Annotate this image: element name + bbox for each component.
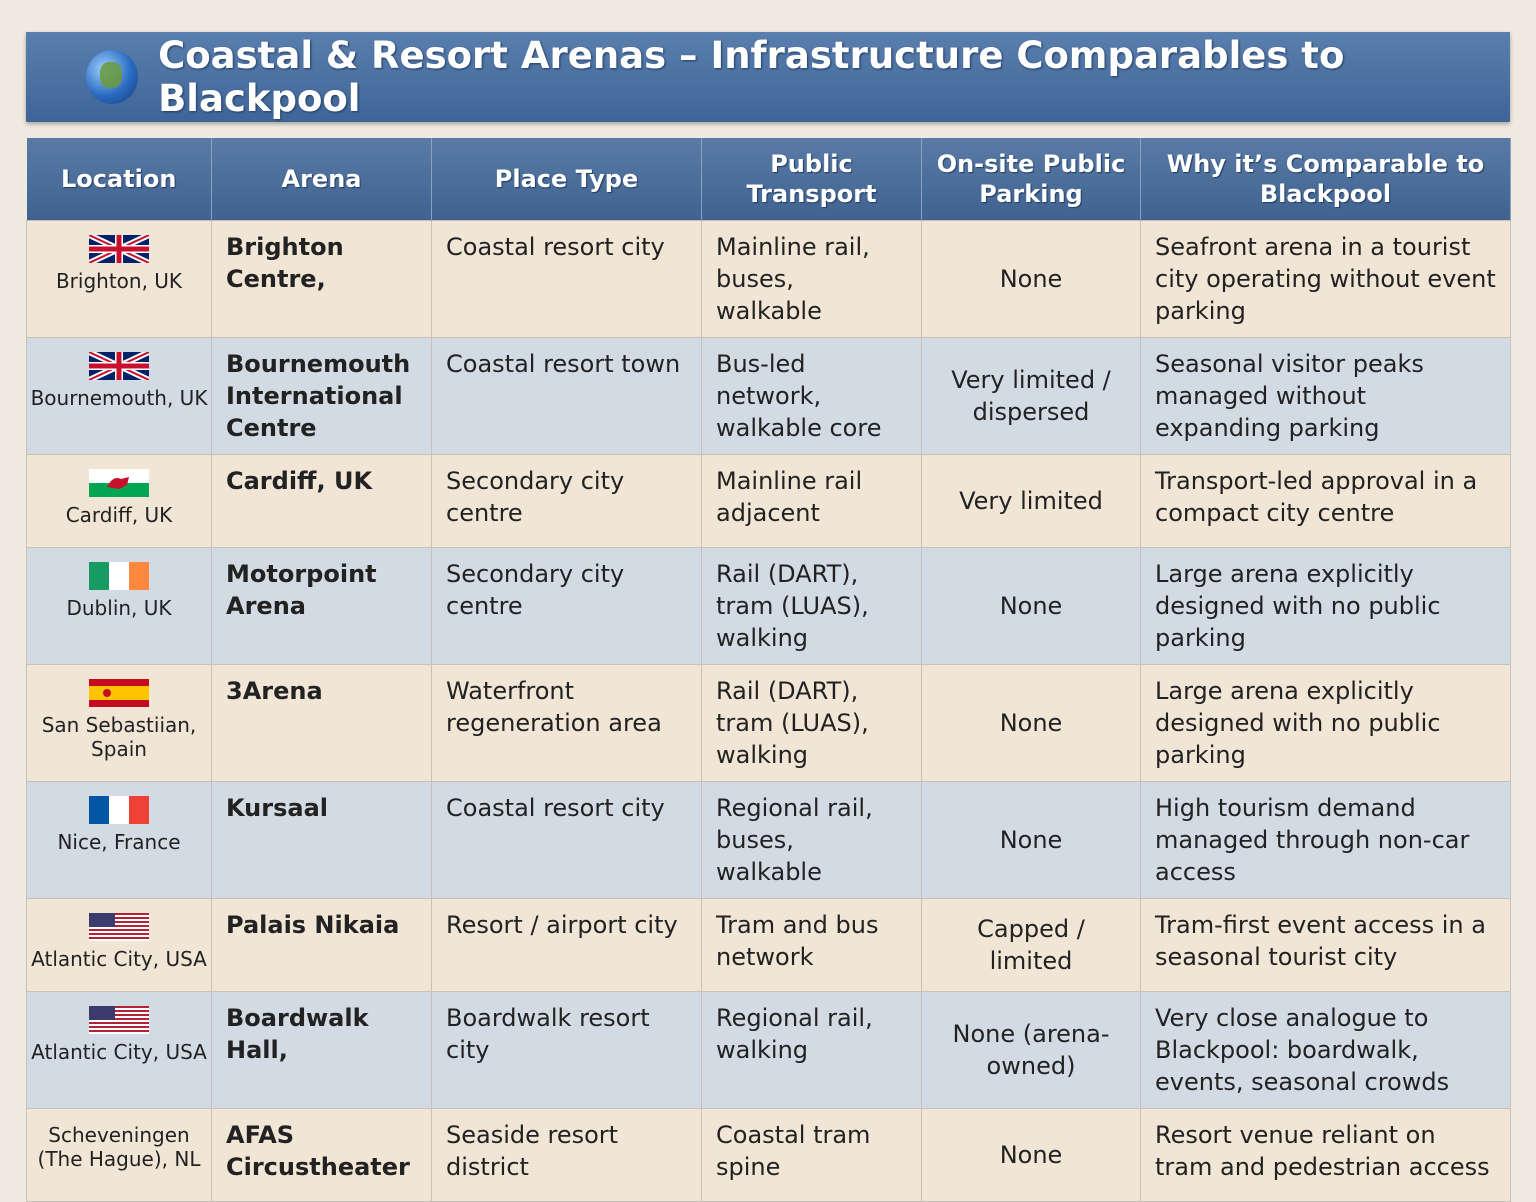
comparison: Seasonal visitor peaks managed without e…	[1140, 337, 1511, 455]
location-text: Cardiff, UK	[65, 503, 173, 527]
location: Atlantic City, USA	[26, 991, 212, 1109]
column-header: Location	[26, 138, 212, 221]
place-type: Resort / airport city	[431, 898, 702, 992]
flag-icon	[89, 352, 149, 380]
public-transport: Bus-led network, walkable core	[701, 337, 922, 455]
header-row: Location Arena Place Type Public Transport O…	[26, 138, 1511, 221]
place-type: Boardwalk resort city	[431, 991, 702, 1109]
location-text: Atlantic City, USA	[31, 1040, 207, 1064]
table-row: Atlantic City, USA Boardwalk Hall, Boardwa…	[26, 991, 1511, 1109]
location: Bournemouth, UK	[26, 337, 212, 455]
location: Brighton, UK	[26, 220, 212, 338]
table: Location Arena Place Type Public Transport O…	[26, 138, 1511, 1202]
comparison: High tourism demand managed through non-…	[1140, 781, 1511, 899]
flag-icon	[89, 562, 149, 590]
location-text: Dublin, UK	[66, 596, 172, 620]
public-transport: Rail (DART), tram (LUAS), walking	[701, 664, 922, 782]
column-header: Why it’s Comparable to Blackpool	[1140, 138, 1511, 221]
globe-icon	[86, 50, 139, 104]
public-transport: Mainline rail, buses, walkable	[701, 220, 922, 338]
table-row: Bournemouth, UK Bournemouth International…	[26, 337, 1511, 455]
public-transport: Regional rail, buses, walkable	[701, 781, 922, 899]
place-type: Coastal resort city	[431, 781, 702, 899]
arena: Bournemouth International Centre	[211, 337, 432, 455]
place-type: Waterfront regeneration area	[431, 664, 702, 782]
location-text: Scheveningen (The Hague), NL	[37, 1123, 201, 1171]
flag-icon	[89, 469, 149, 497]
flag-icon	[89, 796, 149, 824]
comparison: Large arena explicitly designed with no …	[1140, 664, 1511, 782]
location: Scheveningen (The Hague), NL	[26, 1108, 212, 1202]
column-header: Public Transport	[701, 138, 922, 221]
column-header: Place Type	[431, 138, 702, 221]
place-type: Coastal resort town	[431, 337, 702, 455]
location-text: Bournemouth, UK	[30, 386, 208, 410]
location-text: Brighton, UK	[55, 269, 183, 293]
table-row: Scheveningen (The Hague), NL AFAS Circust…	[26, 1108, 1511, 1202]
public-transport: Regional rail, walking	[701, 991, 922, 1109]
location: Dublin, UK	[26, 547, 212, 665]
table-row: San Sebastiian, Spain 3Arena Waterfront re…	[26, 664, 1511, 782]
comparison: Transport-led approval in a compact city…	[1140, 454, 1511, 548]
table-row: Atlantic City, USA Palais Nikaia Resort / …	[26, 898, 1511, 992]
comparison: Resort venue reliant on tram and pedestr…	[1140, 1108, 1511, 1202]
arena: Boardwalk Hall,	[211, 991, 432, 1109]
place-type: Secondary city centre	[431, 454, 702, 548]
comparison: Tram-first event access in a seasonal to…	[1140, 898, 1511, 992]
page: Coastal & Resort Arenas – Infrastructure…	[26, 32, 1511, 1202]
table-row: Cardiff, UK Cardiff, UK Secondary city cen…	[26, 454, 1511, 548]
title: Coastal & Resort Arenas – Infrastructure…	[158, 34, 1345, 120]
arena: Motorpoint Arena	[211, 547, 432, 665]
place-type: Coastal resort city	[431, 220, 702, 338]
table-row: Nice, France Kursaal Coastal resort city Re…	[26, 781, 1511, 899]
arena: Palais Nikaia	[211, 898, 432, 992]
parking: None	[921, 781, 1141, 899]
arena: AFAS Circustheater	[211, 1108, 432, 1202]
place-type: Seaside resort district	[431, 1108, 702, 1202]
title-bar: Coastal & Resort Arenas – Infrastructure…	[26, 32, 1510, 122]
public-transport: Tram and bus network	[701, 898, 922, 992]
place-type: Secondary city centre	[431, 547, 702, 665]
column-header: Arena	[211, 138, 432, 221]
location: Cardiff, UK	[26, 454, 212, 548]
flag-icon	[89, 235, 149, 263]
location: Atlantic City, USA	[26, 898, 212, 992]
public-transport: Mainline rail adjacent	[701, 454, 922, 548]
public-transport: Rail (DART), tram (LUAS), walking	[701, 547, 922, 665]
parking: None	[921, 220, 1141, 338]
parking: Capped / limited	[921, 898, 1141, 992]
parking: None	[921, 547, 1141, 665]
location: Nice, France	[26, 781, 212, 899]
parking: None	[921, 664, 1141, 782]
table-body: Brighton, UK Brighton Centre, Coastal reso…	[26, 220, 1511, 1202]
public-transport: Coastal tram spine	[701, 1108, 922, 1202]
column-header: On-site Public Parking	[921, 138, 1141, 221]
arena: Cardiff, UK	[211, 454, 432, 548]
parking: None	[921, 1108, 1141, 1202]
parking: None (arena-owned)	[921, 991, 1141, 1109]
comparison: Seafront arena in a tourist city operati…	[1140, 220, 1511, 338]
flag-icon	[89, 679, 149, 707]
table-row: Dublin, UK Motorpoint Arena Secondary city…	[26, 547, 1511, 665]
arena: 3Arena	[211, 664, 432, 782]
comparison: Very close analogue to Blackpool: boardw…	[1140, 991, 1511, 1109]
location-text: San Sebastiian, Spain	[41, 713, 197, 761]
table-row: Brighton, UK Brighton Centre, Coastal reso…	[26, 220, 1511, 338]
flag-icon	[89, 913, 149, 941]
parking: Very limited / dispersed	[921, 337, 1141, 455]
location-text: Atlantic City, USA	[31, 947, 207, 971]
comparison: Large arena explicitly designed with no …	[1140, 547, 1511, 665]
location-text: Nice, France	[57, 830, 181, 854]
parking: Very limited	[921, 454, 1141, 548]
arena: Brighton Centre,	[211, 220, 432, 338]
location: San Sebastiian, Spain	[26, 664, 212, 782]
arena: Kursaal	[211, 781, 432, 899]
flag-icon	[89, 1006, 149, 1034]
